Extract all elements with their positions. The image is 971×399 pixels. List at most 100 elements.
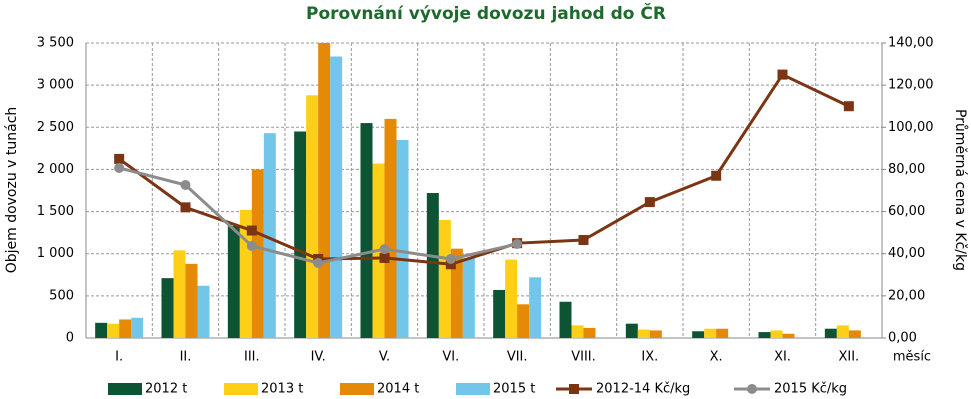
- legend-swatch: [108, 383, 142, 395]
- y2-tick-label: 100,00: [888, 120, 934, 135]
- marker: [379, 244, 390, 255]
- bar: [450, 248, 463, 338]
- marker: [114, 153, 125, 164]
- x-tick-label: I.: [115, 350, 123, 365]
- y-tick-label: 2 500: [37, 120, 74, 135]
- marker: [711, 170, 722, 181]
- legend-marker: [569, 384, 579, 394]
- bar: [263, 133, 276, 338]
- marker: [445, 259, 456, 270]
- y-tick-label: 0: [66, 331, 74, 346]
- legend-swatch: [456, 383, 490, 395]
- x-tick-label: XII.: [838, 350, 859, 365]
- bar: [462, 257, 475, 338]
- x-tick-label: III.: [244, 350, 260, 365]
- y2-tick-label: 20,00: [888, 288, 925, 303]
- marker: [180, 202, 191, 213]
- bar: [197, 285, 210, 338]
- bar: [583, 327, 596, 338]
- legend-label: 2012-14 Kč/kg: [596, 382, 690, 397]
- x-axis-label: měsíc: [893, 350, 931, 365]
- bar: [625, 323, 638, 338]
- x-tick-label: XI.: [774, 350, 791, 365]
- line: [118, 72, 850, 266]
- bar: [438, 220, 451, 338]
- bar: [517, 304, 530, 338]
- y-tick-label: 2 000: [37, 162, 74, 177]
- y-tick-label: 3 500: [37, 36, 74, 51]
- legend-label: 2014 t: [377, 382, 419, 397]
- y-tick-label: 3 000: [37, 78, 74, 93]
- bar: [716, 328, 729, 338]
- marker: [512, 239, 523, 250]
- x-tick-label: IV.: [311, 350, 326, 365]
- marker: [180, 180, 191, 191]
- bar: [848, 330, 861, 338]
- bar: [161, 278, 174, 338]
- x-tick-label: VII.: [507, 350, 528, 365]
- bar: [426, 193, 439, 338]
- bar: [692, 331, 705, 338]
- x-tick-label: IX.: [641, 350, 658, 365]
- bar: [131, 317, 144, 338]
- bar: [360, 123, 373, 338]
- legend-label: 2012 t: [145, 382, 187, 397]
- bar: [384, 118, 397, 338]
- y2-tick-label: 40,00: [888, 246, 925, 261]
- bar: [173, 250, 186, 338]
- bar: [107, 323, 120, 338]
- marker: [114, 162, 125, 173]
- y2-tick-label: 120,00: [888, 78, 934, 93]
- bar: [559, 301, 572, 338]
- bar: [185, 263, 198, 338]
- legend-swatch: [340, 383, 374, 395]
- bar: [704, 328, 717, 338]
- bar: [637, 329, 650, 338]
- bar: [95, 322, 108, 338]
- bar: [758, 332, 771, 338]
- bar: [770, 330, 783, 338]
- bar: [251, 169, 264, 338]
- marker: [777, 69, 788, 80]
- bar: [529, 277, 542, 338]
- marker: [246, 225, 257, 236]
- bar: [294, 131, 307, 338]
- marker: [246, 240, 257, 251]
- y-axis-label: Objem dovozu v tunách: [4, 107, 20, 274]
- bar: [119, 319, 132, 338]
- x-tick-label: VI.: [442, 350, 459, 365]
- bar: [836, 325, 849, 338]
- y2-tick-label: 80,00: [888, 162, 925, 177]
- y2-tick-label: 0,00: [888, 331, 917, 346]
- y-tick-label: 1 000: [37, 246, 74, 261]
- bar: [649, 330, 662, 338]
- x-tick-label: X.: [710, 350, 723, 365]
- marker: [644, 197, 655, 208]
- y2-tick-label: 60,00: [888, 204, 925, 219]
- marker: [379, 252, 390, 263]
- bar: [330, 56, 343, 338]
- bar: [505, 259, 518, 338]
- bar: [782, 333, 795, 338]
- bar: [227, 225, 240, 338]
- x-tick-label: II.: [180, 350, 192, 365]
- legend-label: 2015 Kč/kg: [774, 382, 847, 397]
- bar: [306, 95, 319, 338]
- bar: [493, 289, 506, 338]
- legend-marker: [747, 384, 757, 394]
- y-tick-label: 500: [49, 288, 74, 303]
- legend-swatch: [224, 383, 258, 395]
- chart-title: Porovnání vývoje dovozu jahod do ČR: [306, 2, 666, 24]
- legend-label: 2013 t: [261, 382, 303, 397]
- y-tick-label: 1 500: [37, 204, 74, 219]
- marker: [578, 235, 589, 246]
- x-tick-label: VIII.: [571, 350, 596, 365]
- bar: [571, 325, 584, 338]
- marker: [313, 257, 324, 268]
- x-tick-label: V.: [379, 350, 390, 365]
- bar: [396, 139, 409, 338]
- marker: [843, 101, 854, 112]
- marker: [445, 253, 456, 264]
- bar: [318, 43, 331, 338]
